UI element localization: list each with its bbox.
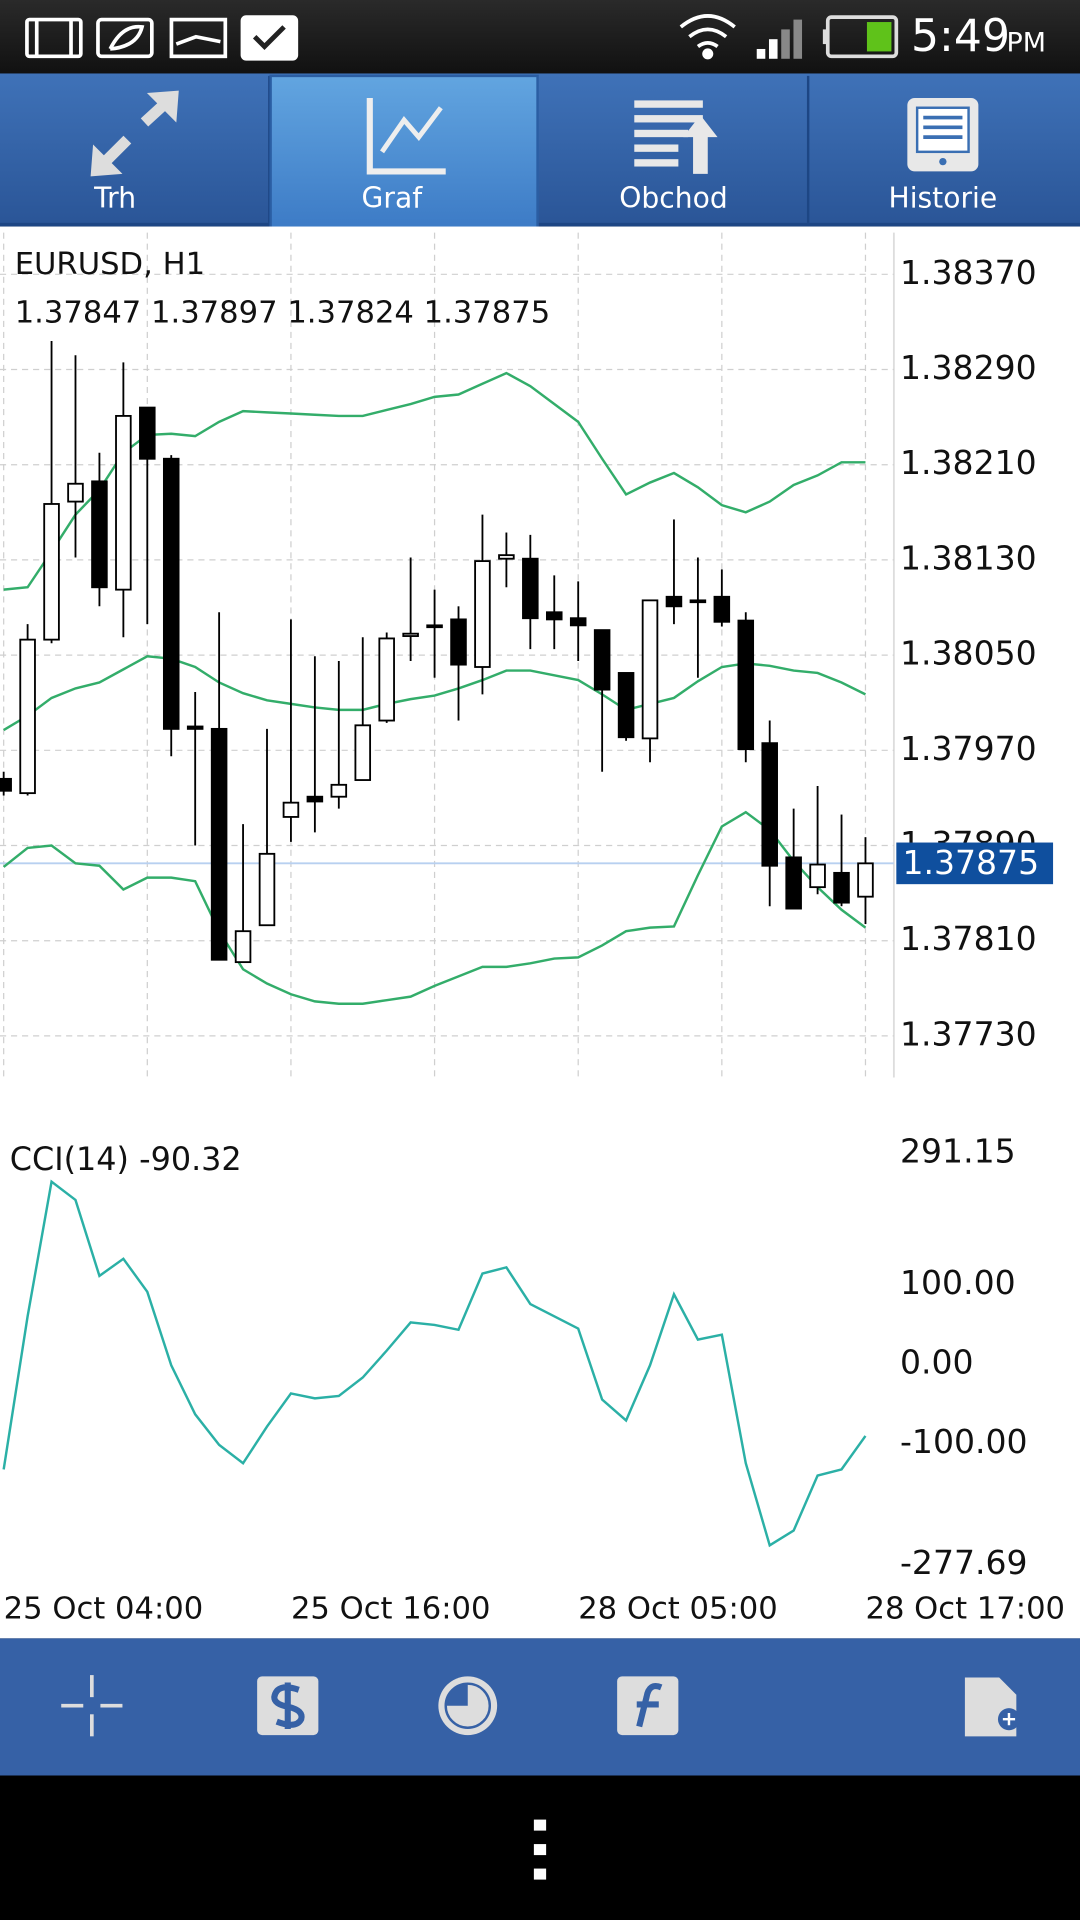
band-middle (3, 655, 867, 732)
last-price-label: 1.37875 (902, 843, 1039, 882)
tab-trh[interactable]: Trh (90, 90, 179, 215)
tab-label[interactable]: Historie (889, 182, 998, 215)
candle-body (617, 672, 635, 739)
y-tick-label: 0.00 (900, 1343, 974, 1382)
status-bar (0, 0, 1080, 74)
candle-body (0, 777, 12, 792)
x-tick-label: 25 Oct 16:00 (291, 1592, 491, 1627)
tab-graf[interactable]: Graf (362, 97, 446, 215)
candle-body (210, 727, 228, 961)
candle-body (234, 930, 252, 964)
candle-body (43, 503, 60, 641)
candle-body (139, 406, 156, 460)
labels-layer: 25 Oct 04:00 25 Oct 16:00 28 Oct 05:00 28 O… (4, 842, 1065, 1627)
battery-icon (822, 15, 899, 59)
clock-ampm: PM (1007, 28, 1046, 59)
candle-body (186, 725, 204, 730)
signal-icon (756, 19, 803, 59)
candle-body (330, 783, 348, 798)
low-value: 1.37824 (287, 295, 414, 330)
x-tick-label: 25 Oct 04:00 (4, 1592, 204, 1627)
candle-body (498, 554, 515, 560)
candle-body (785, 856, 802, 910)
band-lower (2, 810, 867, 1005)
toolbar (0, 1638, 1080, 1776)
high-value: 1.37897 (151, 295, 278, 330)
menu-button[interactable] (533, 1819, 547, 1880)
candle-body (402, 632, 419, 637)
y-tick-label: 1.38290 (900, 348, 1037, 387)
candle-body (282, 801, 300, 818)
new-order-button[interactable] (964, 1677, 1020, 1737)
candle-body (306, 795, 324, 803)
x-tick-label: 28 Oct 17:00 (865, 1592, 1065, 1627)
candle-body (67, 482, 84, 503)
y-tick-label: -277.69 (900, 1543, 1028, 1582)
y-tick-label: 1.37970 (900, 729, 1037, 768)
y-tick-label: 1.38210 (900, 443, 1037, 482)
last-price-tag (896, 842, 1054, 885)
indicator-line (2, 1179, 867, 1548)
candle-body (689, 599, 707, 604)
candle-body (857, 862, 874, 898)
y-tick-label: -100.00 (900, 1422, 1028, 1461)
candle-body (378, 637, 395, 722)
indicator-title: CCI(14) (10, 1140, 129, 1178)
candle-body (91, 480, 108, 589)
y-tick-label: 1.38370 (900, 253, 1037, 292)
close-value: 1.37875 (424, 295, 551, 330)
candle-body (258, 852, 276, 927)
candle-body (522, 557, 539, 620)
candle-body (115, 414, 132, 591)
candle-body (354, 724, 372, 781)
open-value: 1.37847 (15, 295, 142, 330)
candle-body (569, 617, 587, 627)
candle-body (713, 595, 731, 623)
y-tick-label: 1.37730 (900, 1014, 1037, 1053)
tab-selected[interactable] (269, 74, 539, 240)
candle-body (162, 457, 180, 730)
candle-body (593, 629, 611, 691)
candle-body (545, 611, 563, 621)
indicators-button[interactable] (617, 1676, 679, 1736)
trade-button[interactable] (257, 1676, 319, 1736)
chart-area (0, 226, 1080, 1639)
x-tick-label: 28 Oct 05:00 (578, 1592, 778, 1627)
tab-label[interactable]: Obchod (619, 182, 727, 215)
plot: 1.38370 1.38290 1.38210 1.38130 1.38050 1.379… (0, 232, 1065, 1627)
tab-obchod[interactable]: Obchod (619, 100, 728, 215)
y-tick-label: 291.15 (900, 1132, 1016, 1171)
candle-body (761, 742, 778, 867)
tab-label[interactable]: Graf (362, 182, 424, 215)
y-tick-label: 1.37810 (900, 919, 1037, 958)
tab-bar (0, 73, 1080, 226)
y-tick-label: 1.38050 (900, 634, 1037, 673)
tab-historie[interactable]: Historie (889, 97, 998, 215)
indicator-readout: CCI(14) -90.32 (10, 1140, 242, 1178)
candle-body (450, 618, 467, 666)
candle-body (833, 871, 850, 904)
y-tick-label: 100.00 (900, 1263, 1016, 1302)
candle-body (474, 560, 491, 668)
clock-time: 5:49 (911, 11, 1010, 62)
candle-body (426, 624, 443, 629)
candle-body (665, 595, 683, 608)
candle-body (19, 638, 36, 795)
ohlc-readout: 1.37847 1.37897 1.37824 1.37875 (15, 295, 551, 330)
candle-body (641, 599, 659, 740)
symbol-title: EURUSD, H1 (15, 247, 205, 282)
status-icons (25, 14, 736, 61)
marks-layer (0, 340, 894, 1548)
candle-body (737, 619, 755, 751)
y-tick-label: 1.38130 (900, 538, 1037, 577)
candle-body (809, 863, 826, 889)
tab-label[interactable]: Trh (93, 182, 136, 215)
crosshair-button[interactable] (61, 1675, 123, 1737)
tab-bar-border (0, 222, 1080, 227)
indicator-value: -90.32 (139, 1140, 242, 1178)
period-button[interactable] (438, 1676, 498, 1736)
